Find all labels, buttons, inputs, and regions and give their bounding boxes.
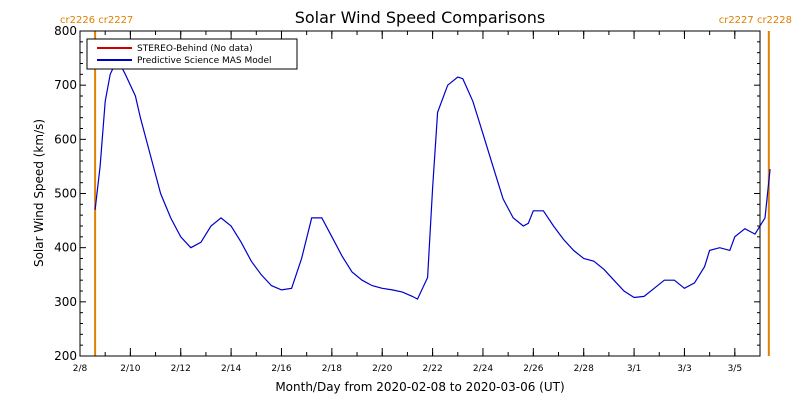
x-axis: 2/8 2/10 2/12 2/14 2/16 2/18 2/20 2/22 2/24 2/26 2… <box>73 31 761 374</box>
x-axis-label: Month/Day from 2020-02-08 to 2020-03-06 … <box>275 380 564 394</box>
x-tick-label: 3/1 <box>627 364 641 374</box>
x-tick-label: 2/14 <box>221 364 241 374</box>
x-tick-label: 2/10 <box>120 364 140 374</box>
series-group <box>94 62 771 300</box>
y-tick-label: 700 <box>54 78 77 92</box>
y-tick-label: 400 <box>54 241 77 255</box>
x-tick-label: 3/5 <box>728 364 742 374</box>
x-tick-label: 2/22 <box>422 364 442 374</box>
y-axis: 200 300 400 500 600 700 800 <box>54 24 760 363</box>
x-tick-label: 3/3 <box>677 364 691 374</box>
plot-frame <box>79 30 761 357</box>
x-tick-label: 2/26 <box>523 364 543 374</box>
x-tick-label: 2/24 <box>473 364 493 374</box>
x-tick-label: 2/20 <box>372 364 392 374</box>
y-tick-label: 300 <box>54 295 77 309</box>
y-tick-label: 800 <box>54 24 77 38</box>
carrington-label-right: cr2227 cr2228 <box>719 15 792 26</box>
y-tick-label: 200 <box>54 349 77 363</box>
x-tick-label: 2/12 <box>171 364 191 374</box>
legend-label-mas-model: Predictive Science MAS Model <box>137 56 272 66</box>
legend: STEREO-Behind (No data) Predictive Scien… <box>86 38 298 70</box>
y-tick-label: 600 <box>54 132 77 146</box>
legend-box <box>86 38 298 70</box>
legend-label-stereo: STEREO-Behind (No data) <box>137 44 253 54</box>
x-tick-label: 2/8 <box>73 364 88 374</box>
x-tick-label: 2/18 <box>322 364 342 374</box>
series-line-mas-model <box>94 62 771 300</box>
y-axis-label: Solar Wind Speed (km/s) <box>32 119 46 267</box>
carrington-markers <box>94 31 770 356</box>
carrington-label-left: cr2226 cr2227 <box>60 15 133 26</box>
x-tick-label: 2/16 <box>271 364 291 374</box>
chart-title: Solar Wind Speed Comparisons <box>295 8 546 27</box>
x-tick-label: 2/28 <box>574 364 594 374</box>
y-tick-label: 500 <box>54 187 77 201</box>
